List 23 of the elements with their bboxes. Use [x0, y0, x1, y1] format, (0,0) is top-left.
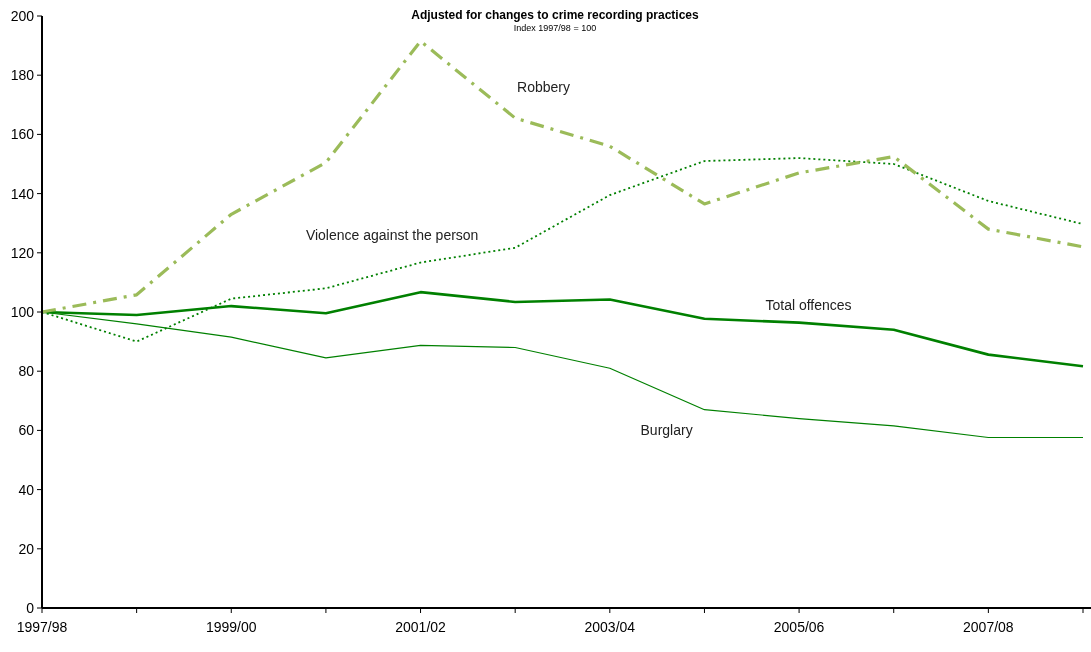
y-tick-label: 80 — [18, 363, 35, 380]
y-tick-label: 120 — [10, 244, 35, 261]
y-tick-label: 0 — [26, 599, 35, 616]
y-tick-label: 200 — [10, 7, 35, 24]
y-tick-label: 40 — [18, 481, 35, 498]
x-tick-label: 1999/00 — [205, 619, 257, 635]
x-tick-label: 2007/08 — [963, 619, 1014, 635]
series-label: Burglary — [640, 422, 693, 438]
series-label: Total offences — [765, 297, 852, 313]
series-label: Violence against the person — [305, 227, 479, 243]
y-tick-label: 160 — [10, 126, 35, 143]
y-tick-label: 140 — [10, 185, 35, 202]
x-tick-label: 2003/04 — [584, 619, 636, 635]
x-tick-label: 2001/02 — [395, 619, 447, 635]
y-tick-label: 100 — [10, 303, 35, 320]
y-tick-label: 20 — [18, 540, 35, 557]
y-tick-label: 180 — [10, 67, 35, 84]
x-tick-label: 2005/06 — [773, 619, 825, 635]
y-tick-label: 60 — [18, 422, 35, 439]
chart-subtitle: Adjusted for changes to crime recording practices — [411, 8, 700, 22]
annotation: Index 1997/98 = 100 — [513, 23, 597, 33]
series-label: Robbery — [517, 79, 571, 95]
x-tick-label: 1997/98 — [16, 619, 68, 635]
